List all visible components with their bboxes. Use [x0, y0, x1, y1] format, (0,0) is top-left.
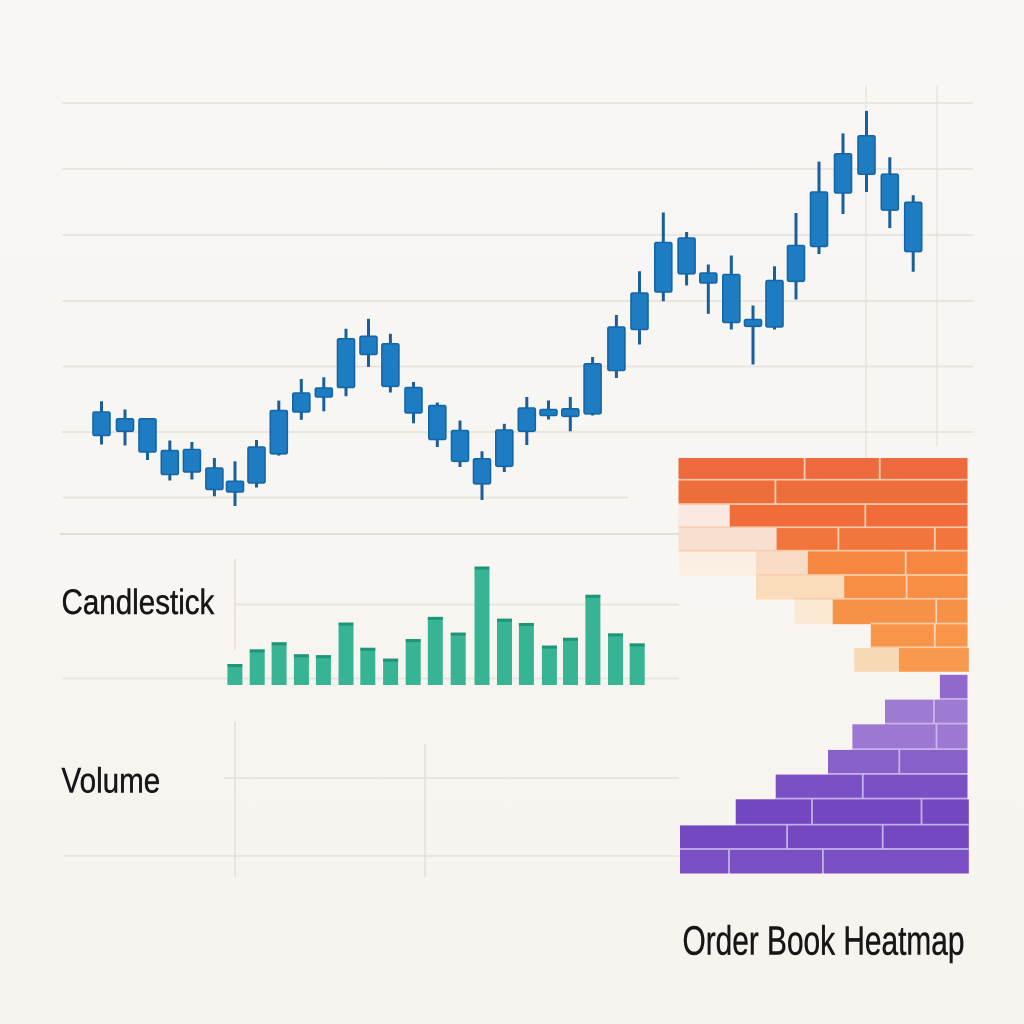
svg-text:Volume: Volume — [62, 761, 161, 800]
svg-text:Candlestick: Candlestick — [62, 583, 216, 622]
svg-text:Order Book Heatmap: Order Book Heatmap — [683, 918, 965, 964]
